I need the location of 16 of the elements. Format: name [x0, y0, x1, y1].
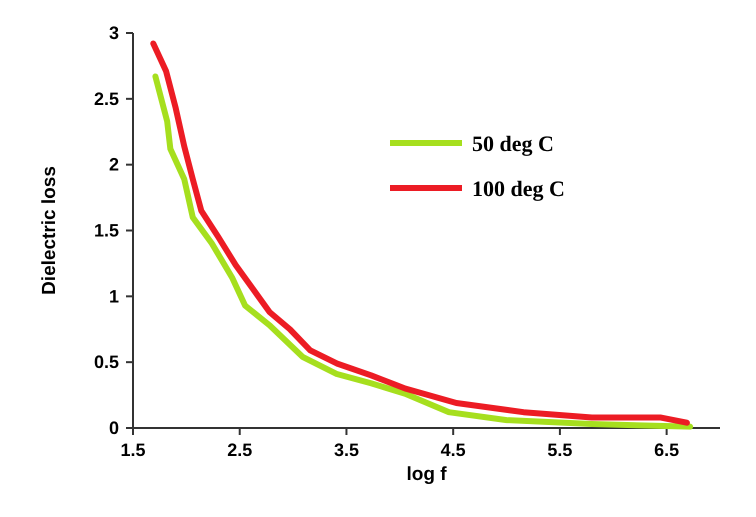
y-tick-label: 1: [108, 286, 119, 306]
y-tick-label: 0.5: [94, 352, 119, 372]
y-tick-label: 2: [108, 154, 119, 175]
x-tick-label: 3.5: [334, 440, 359, 460]
x-axis-title: log f: [406, 464, 448, 485]
y-tick-label: 1.5: [94, 220, 119, 240]
x-tick-label: 2.5: [227, 440, 252, 460]
y-tick-label: 0: [108, 418, 119, 438]
y-tick-label: 3: [108, 23, 119, 43]
legend-label: 50 deg C: [472, 131, 554, 156]
x-tick-label: 4.5: [440, 440, 466, 460]
x-tick-label: 5.5: [547, 440, 572, 460]
x-tick-label: 6.5: [654, 440, 680, 460]
legend-label: 100 deg C: [472, 176, 565, 201]
y-tick-label: 2.5: [94, 88, 119, 109]
y-axis-title: Dielectric loss: [39, 166, 60, 295]
